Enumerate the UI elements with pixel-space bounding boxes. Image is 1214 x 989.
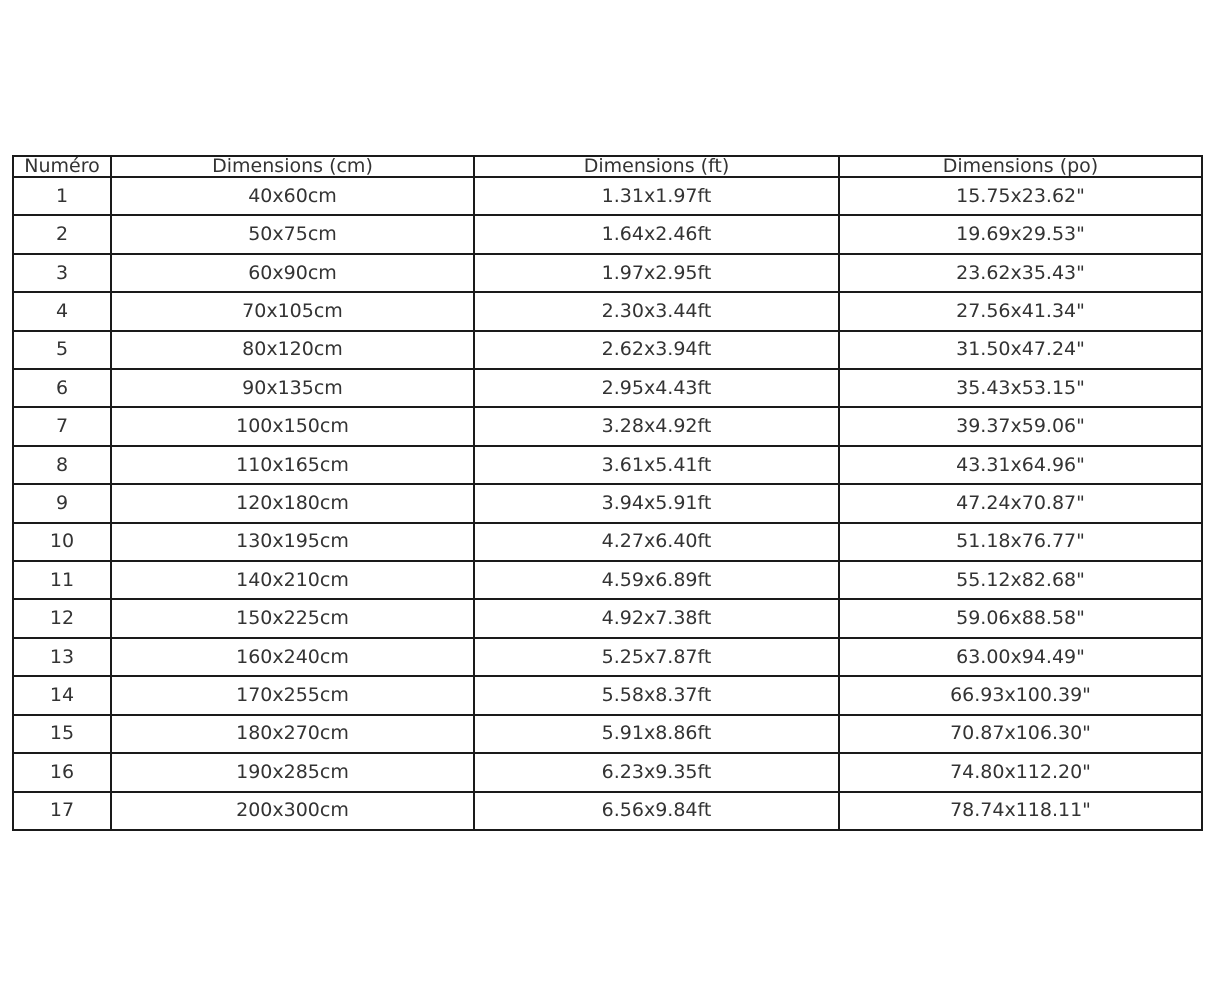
table-cell-numero: 1 <box>12 175 112 217</box>
table-row: 5 80x120cm 2.62x3.94ft 31.50x47.24" <box>12 329 1203 371</box>
table-cell-cm: 180x270cm <box>110 713 475 755</box>
table-cell-cm: 100x150cm <box>110 406 475 447</box>
table-row: 13 160x240cm 5.25x7.87ft 63.00x94.49" <box>12 636 1203 678</box>
table-header-row: Numéro Dimensions (cm) Dimensions (ft) Dime… <box>12 155 1203 178</box>
table-cell-numero: 10 <box>12 521 112 563</box>
table-cell-ft: 5.91x8.86ft <box>473 713 840 755</box>
table-row: 17 200x300cm 6.56x9.84ft 78.74x118.11" <box>12 790 1203 831</box>
table-cell-ft: 1.31x1.97ft <box>473 175 840 217</box>
table-cell-numero: 14 <box>12 675 112 716</box>
table-row: 7 100x150cm 3.28x4.92ft 39.37x59.06" <box>12 406 1203 447</box>
table-cell-po: 66.93x100.39" <box>838 675 1203 716</box>
table-cell-cm: 70x105cm <box>110 291 475 332</box>
table-cell-po: 23.62x35.43" <box>838 252 1203 294</box>
table-cell-ft: 3.28x4.92ft <box>473 406 840 447</box>
table-cell-ft: 5.58x8.37ft <box>473 675 840 716</box>
table-cell-numero: 9 <box>12 483 112 524</box>
table-cell-ft: 4.92x7.38ft <box>473 598 840 639</box>
table-cell-po: 59.06x88.58" <box>838 598 1203 639</box>
column-header-numero: Numéro <box>12 155 112 178</box>
table-cell-cm: 190x285cm <box>110 752 475 793</box>
table-row: 6 90x135cm 2.95x4.43ft 35.43x53.15" <box>12 368 1203 409</box>
table-cell-po: 74.80x112.20" <box>838 752 1203 793</box>
table-cell-po: 31.50x47.24" <box>838 329 1203 371</box>
table-cell-ft: 4.59x6.89ft <box>473 560 840 601</box>
table-cell-numero: 7 <box>12 406 112 447</box>
table-cell-numero: 15 <box>12 713 112 755</box>
table-cell-ft: 6.56x9.84ft <box>473 790 840 831</box>
table-row: 14 170x255cm 5.58x8.37ft 66.93x100.39" <box>12 675 1203 716</box>
table-cell-numero: 3 <box>12 252 112 294</box>
table-cell-cm: 40x60cm <box>110 175 475 217</box>
table-row: 10 130x195cm 4.27x6.40ft 51.18x76.77" <box>12 521 1203 563</box>
table-cell-numero: 12 <box>12 598 112 639</box>
table-row: 2 50x75cm 1.64x2.46ft 19.69x29.53" <box>12 214 1203 255</box>
dimensions-conversion-table: Numéro Dimensions (cm) Dimensions (ft) Dime… <box>12 155 1203 831</box>
table-cell-po: 55.12x82.68" <box>838 560 1203 601</box>
table-row: 4 70x105cm 2.30x3.44ft 27.56x41.34" <box>12 291 1203 332</box>
table-cell-ft: 1.64x2.46ft <box>473 214 840 255</box>
table-cell-numero: 13 <box>12 636 112 678</box>
table-cell-ft: 3.94x5.91ft <box>473 483 840 524</box>
table-cell-numero: 16 <box>12 752 112 793</box>
table-cell-cm: 60x90cm <box>110 252 475 294</box>
table-row: 8 110x165cm 3.61x5.41ft 43.31x64.96" <box>12 444 1203 486</box>
table-cell-po: 35.43x53.15" <box>838 368 1203 409</box>
table-cell-po: 19.69x29.53" <box>838 214 1203 255</box>
table-cell-ft: 3.61x5.41ft <box>473 444 840 486</box>
table-cell-po: 47.24x70.87" <box>838 483 1203 524</box>
table-cell-po: 70.87x106.30" <box>838 713 1203 755</box>
table-cell-ft: 5.25x7.87ft <box>473 636 840 678</box>
table-cell-po: 51.18x76.77" <box>838 521 1203 563</box>
table-cell-cm: 160x240cm <box>110 636 475 678</box>
column-header-cm: Dimensions (cm) <box>110 155 475 178</box>
table-row: 11 140x210cm 4.59x6.89ft 55.12x82.68" <box>12 560 1203 601</box>
table-body: 1 40x60cm 1.31x1.97ft 15.75x23.62" 2 50x75cm 1… <box>12 175 1203 831</box>
table-row: 3 60x90cm 1.97x2.95ft 23.62x35.43" <box>12 252 1203 294</box>
table-cell-numero: 6 <box>12 368 112 409</box>
table-cell-ft: 2.95x4.43ft <box>473 368 840 409</box>
table-cell-ft: 1.97x2.95ft <box>473 252 840 294</box>
table-cell-po: 78.74x118.11" <box>838 790 1203 831</box>
table-cell-cm: 170x255cm <box>110 675 475 716</box>
table-cell-numero: 17 <box>12 790 112 831</box>
column-header-po: Dimensions (po) <box>838 155 1203 178</box>
table-cell-numero: 4 <box>12 291 112 332</box>
table-cell-numero: 5 <box>12 329 112 371</box>
table-cell-po: 27.56x41.34" <box>838 291 1203 332</box>
table-cell-numero: 8 <box>12 444 112 486</box>
table-cell-cm: 120x180cm <box>110 483 475 524</box>
table-cell-po: 43.31x64.96" <box>838 444 1203 486</box>
table-cell-cm: 50x75cm <box>110 214 475 255</box>
table-header: Numéro Dimensions (cm) Dimensions (ft) Dime… <box>12 155 1203 178</box>
table-cell-ft: 2.30x3.44ft <box>473 291 840 332</box>
table-cell-cm: 90x135cm <box>110 368 475 409</box>
table-cell-numero: 11 <box>12 560 112 601</box>
table-cell-po: 39.37x59.06" <box>838 406 1203 447</box>
table-cell-po: 15.75x23.62" <box>838 175 1203 217</box>
table-cell-cm: 200x300cm <box>110 790 475 831</box>
table-cell-cm: 150x225cm <box>110 598 475 639</box>
table-cell-cm: 130x195cm <box>110 521 475 563</box>
table-row: 9 120x180cm 3.94x5.91ft 47.24x70.87" <box>12 483 1203 524</box>
table-cell-ft: 4.27x6.40ft <box>473 521 840 563</box>
table-row: 1 40x60cm 1.31x1.97ft 15.75x23.62" <box>12 175 1203 217</box>
table-cell-ft: 6.23x9.35ft <box>473 752 840 793</box>
table-cell-cm: 140x210cm <box>110 560 475 601</box>
table-cell-cm: 110x165cm <box>110 444 475 486</box>
table-cell-po: 63.00x94.49" <box>838 636 1203 678</box>
table-row: 12 150x225cm 4.92x7.38ft 59.06x88.58" <box>12 598 1203 639</box>
table-row: 15 180x270cm 5.91x8.86ft 70.87x106.30" <box>12 713 1203 755</box>
table-row: 16 190x285cm 6.23x9.35ft 74.80x112.20" <box>12 752 1203 793</box>
table-cell-ft: 2.62x3.94ft <box>473 329 840 371</box>
table-cell-numero: 2 <box>12 214 112 255</box>
column-header-ft: Dimensions (ft) <box>473 155 840 178</box>
table-cell-cm: 80x120cm <box>110 329 475 371</box>
